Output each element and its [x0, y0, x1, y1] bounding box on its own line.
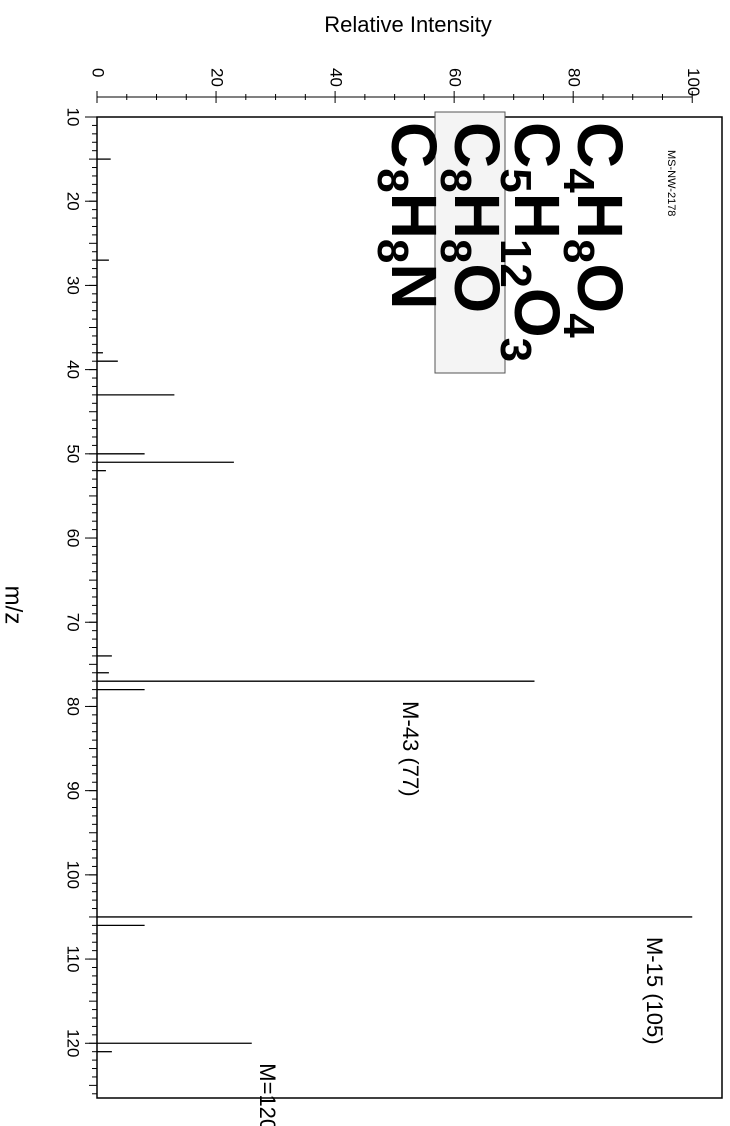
- formula-subscript: 8: [554, 239, 603, 263]
- x-tick-label: 20: [64, 192, 83, 211]
- formula-element: H: [378, 193, 450, 239]
- y-tick-label: 0: [89, 68, 108, 77]
- y-tick-label: 100: [684, 68, 703, 96]
- x-tick-label: 50: [64, 444, 83, 463]
- formula-element: H: [501, 193, 573, 239]
- x-tick-label: 80: [64, 697, 83, 716]
- x-tick-label: 110: [64, 946, 83, 973]
- formula-subscript: 8: [431, 168, 480, 192]
- formula-subscript: 3: [491, 338, 540, 362]
- formula-element: O: [501, 288, 573, 338]
- formula: C4H8O4: [554, 122, 636, 338]
- peak-annotation: M-15 (105): [642, 937, 667, 1045]
- peak-annotation: M=120: [255, 1063, 280, 1126]
- formula: C5H12O3: [491, 122, 573, 362]
- peak-annotation: M-43 (77): [398, 701, 423, 796]
- y-tick-label: 60: [446, 68, 465, 87]
- x-tick-label: 100: [64, 861, 83, 889]
- formula-element: C: [501, 122, 573, 168]
- formula: C8H8N: [368, 122, 450, 310]
- formula-subscript: 4: [554, 168, 603, 193]
- formula-element: O: [564, 263, 636, 313]
- formula: C8H8O: [431, 122, 513, 313]
- x-tick-label: 90: [64, 781, 83, 800]
- x-tick-label: 30: [64, 276, 83, 295]
- spectrum-id: MS-NW-2178: [665, 150, 677, 216]
- y-tick-label: 40: [327, 68, 346, 87]
- formula-highlight: [434, 111, 506, 374]
- formula-subscript: 8: [368, 239, 417, 263]
- formula-subscript: 12: [491, 239, 540, 288]
- x-tick-label: 70: [64, 613, 83, 632]
- x-axis-title: m/z: [0, 586, 27, 625]
- formula-element: O: [441, 263, 513, 313]
- formula-subscript: 5: [491, 168, 540, 192]
- y-tick-label: 80: [565, 68, 584, 87]
- formula-element: H: [441, 193, 513, 239]
- formula-subscript: 8: [431, 239, 480, 263]
- formula-element: C: [441, 122, 513, 168]
- x-tick-label: 40: [64, 360, 83, 379]
- formula-subscript: 8: [368, 168, 417, 192]
- x-tick-label: 60: [64, 529, 83, 548]
- formula-element: H: [564, 193, 636, 239]
- y-tick-label: 20: [208, 68, 227, 87]
- x-tick-label: 120: [64, 1029, 83, 1057]
- formula-element: C: [564, 122, 636, 168]
- x-tick-label: 10: [64, 108, 83, 127]
- y-axis-title: Relative Intensity: [324, 12, 492, 37]
- formula-subscript: 4: [554, 313, 603, 338]
- plot-frame: [96, 116, 723, 1099]
- formula-element: C: [378, 122, 450, 168]
- formula-element: N: [378, 263, 450, 309]
